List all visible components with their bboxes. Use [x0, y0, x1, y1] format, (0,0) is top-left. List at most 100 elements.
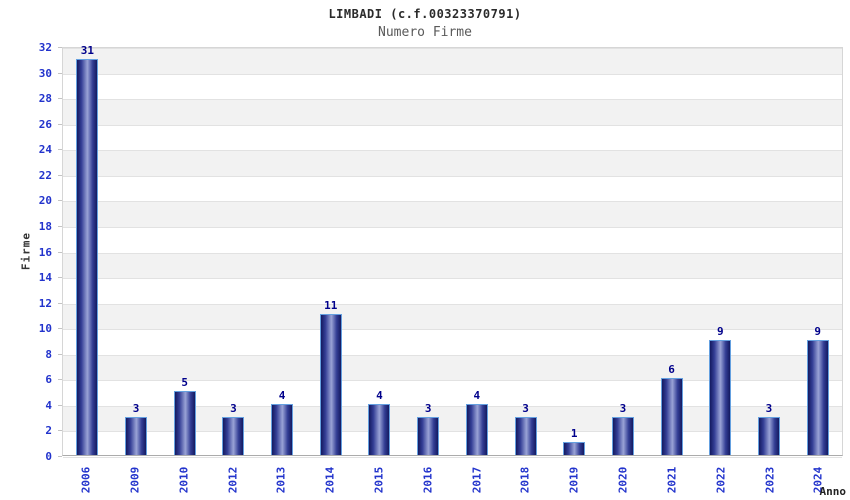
x-tick-cell: 2017 [453, 460, 502, 500]
bar-cell-2019: 1 [550, 48, 599, 455]
gridline [63, 175, 842, 177]
bar-value-label: 3 [522, 401, 529, 415]
y-tick-mark [58, 72, 62, 74]
bar [611, 416, 634, 455]
x-tick-label: 2009 [128, 466, 142, 494]
chart-title: LIMBADI (c.f.00323370791) [328, 7, 522, 21]
y-tick-label: 22 [38, 168, 52, 182]
bars-group: 31 3 5 3 4 11 4 3 4 3 1 3 6 9 3 9 [63, 44, 842, 455]
bar-cell-2017: 4 [453, 48, 502, 455]
y-tick-mark [58, 456, 62, 457]
y-tick-mark [58, 353, 62, 355]
x-tick-label: 2016 [421, 466, 435, 494]
x-tick-label: 2022 [713, 466, 727, 494]
bar [319, 314, 342, 455]
x-tick-cell: 2019 [550, 460, 599, 500]
grid-band [63, 201, 842, 227]
x-tick-cell: 2020 [599, 460, 648, 500]
x-tick-label: 2012 [225, 466, 239, 494]
y-tick-label: 0 [45, 450, 52, 463]
y-tick-label: 24 [38, 143, 52, 157]
bar [368, 403, 391, 455]
y-tick-mark [58, 47, 62, 48]
x-tick-cell: 2013 [257, 460, 306, 500]
y-tick-mark [58, 302, 62, 304]
y-tick-mark [58, 123, 62, 125]
bar [417, 416, 440, 455]
bar-value-label: 1 [570, 427, 578, 441]
bar-cell-2010: 5 [160, 48, 209, 455]
x-tick-cell: 2022 [697, 460, 746, 500]
x-tick-cell: 2023 [745, 460, 794, 500]
y-tick-mark [58, 404, 62, 406]
y-tick-mark [58, 225, 62, 227]
gridline [63, 431, 842, 433]
gridline [63, 329, 842, 331]
bar-cell-2021: 6 [647, 48, 696, 455]
grid-band [63, 303, 842, 330]
bar [271, 403, 294, 455]
grid-band [63, 252, 842, 279]
x-tick-cell: 2016 [404, 460, 453, 500]
bar-cell-2016: 3 [404, 48, 453, 455]
x-tick-label: 2014 [323, 466, 337, 494]
gridline [63, 201, 842, 203]
y-tick-mark [58, 277, 62, 279]
y-tick-label: 16 [38, 245, 52, 259]
x-tick-cell: 2021 [648, 460, 697, 500]
y-tick-label: 26 [38, 117, 52, 131]
y-tick-label: 30 [38, 66, 52, 80]
x-tick-cell: 2014 [306, 460, 355, 500]
y-tick-label: 18 [38, 219, 52, 233]
gridline [63, 457, 842, 458]
gridline [63, 252, 842, 254]
bar [173, 391, 196, 455]
bar-cell-2020: 3 [599, 48, 648, 455]
x-tick-label: 2020 [616, 466, 630, 494]
gridline [63, 278, 842, 280]
x-tick-label: 2019 [567, 466, 581, 494]
y-tick-mark [58, 200, 62, 202]
y-tick-label: 4 [45, 398, 52, 412]
bar-cell-2012: 3 [209, 48, 258, 455]
y-tick-label: 14 [38, 271, 52, 285]
bar-cell-2006: 31 [63, 44, 112, 455]
y-tick-label: 28 [38, 92, 52, 106]
bar-value-label: 5 [181, 376, 189, 390]
x-tick-cell: 2009 [111, 460, 160, 500]
x-tick-cell: 2015 [355, 460, 404, 500]
bar [125, 416, 148, 455]
gridline [63, 380, 842, 382]
bar [757, 416, 780, 455]
x-axis-title: Anno [819, 485, 847, 498]
x-tick-label: 2017 [469, 466, 483, 494]
y-tick-mark [58, 98, 62, 100]
gridline [63, 48, 842, 49]
bar-value-label: 3 [230, 401, 237, 415]
gridline [63, 124, 842, 126]
bar-cell-2022: 9 [696, 48, 745, 455]
bar-value-label: 11 [324, 299, 338, 313]
y-tick-mark [58, 174, 62, 176]
y-axis-title: Firme [19, 231, 33, 271]
bar-value-label: 3 [132, 401, 140, 415]
y-tick-mark [58, 251, 62, 253]
bar-value-label: 3 [619, 401, 627, 415]
bar-value-label: 4 [473, 388, 481, 402]
bar [806, 339, 829, 455]
gridline [63, 405, 842, 407]
y-tick-mark [58, 379, 62, 381]
gridline [63, 226, 842, 228]
bar-value-label: 9 [814, 324, 821, 338]
bar [514, 416, 537, 455]
plot-area: 31 3 5 3 4 11 4 3 4 3 1 3 6 9 3 9 [62, 44, 843, 458]
y-tick-label: 20 [38, 194, 52, 208]
grid-band [63, 48, 842, 74]
x-tick-label: 2013 [274, 466, 288, 494]
bar-cell-2023: 3 [745, 48, 794, 455]
gridline [63, 99, 842, 101]
x-tick-label: 2006 [79, 466, 93, 494]
y-tick-label: 12 [38, 296, 52, 310]
gridline [63, 150, 842, 152]
x-tick-cell: 2006 [62, 460, 111, 500]
